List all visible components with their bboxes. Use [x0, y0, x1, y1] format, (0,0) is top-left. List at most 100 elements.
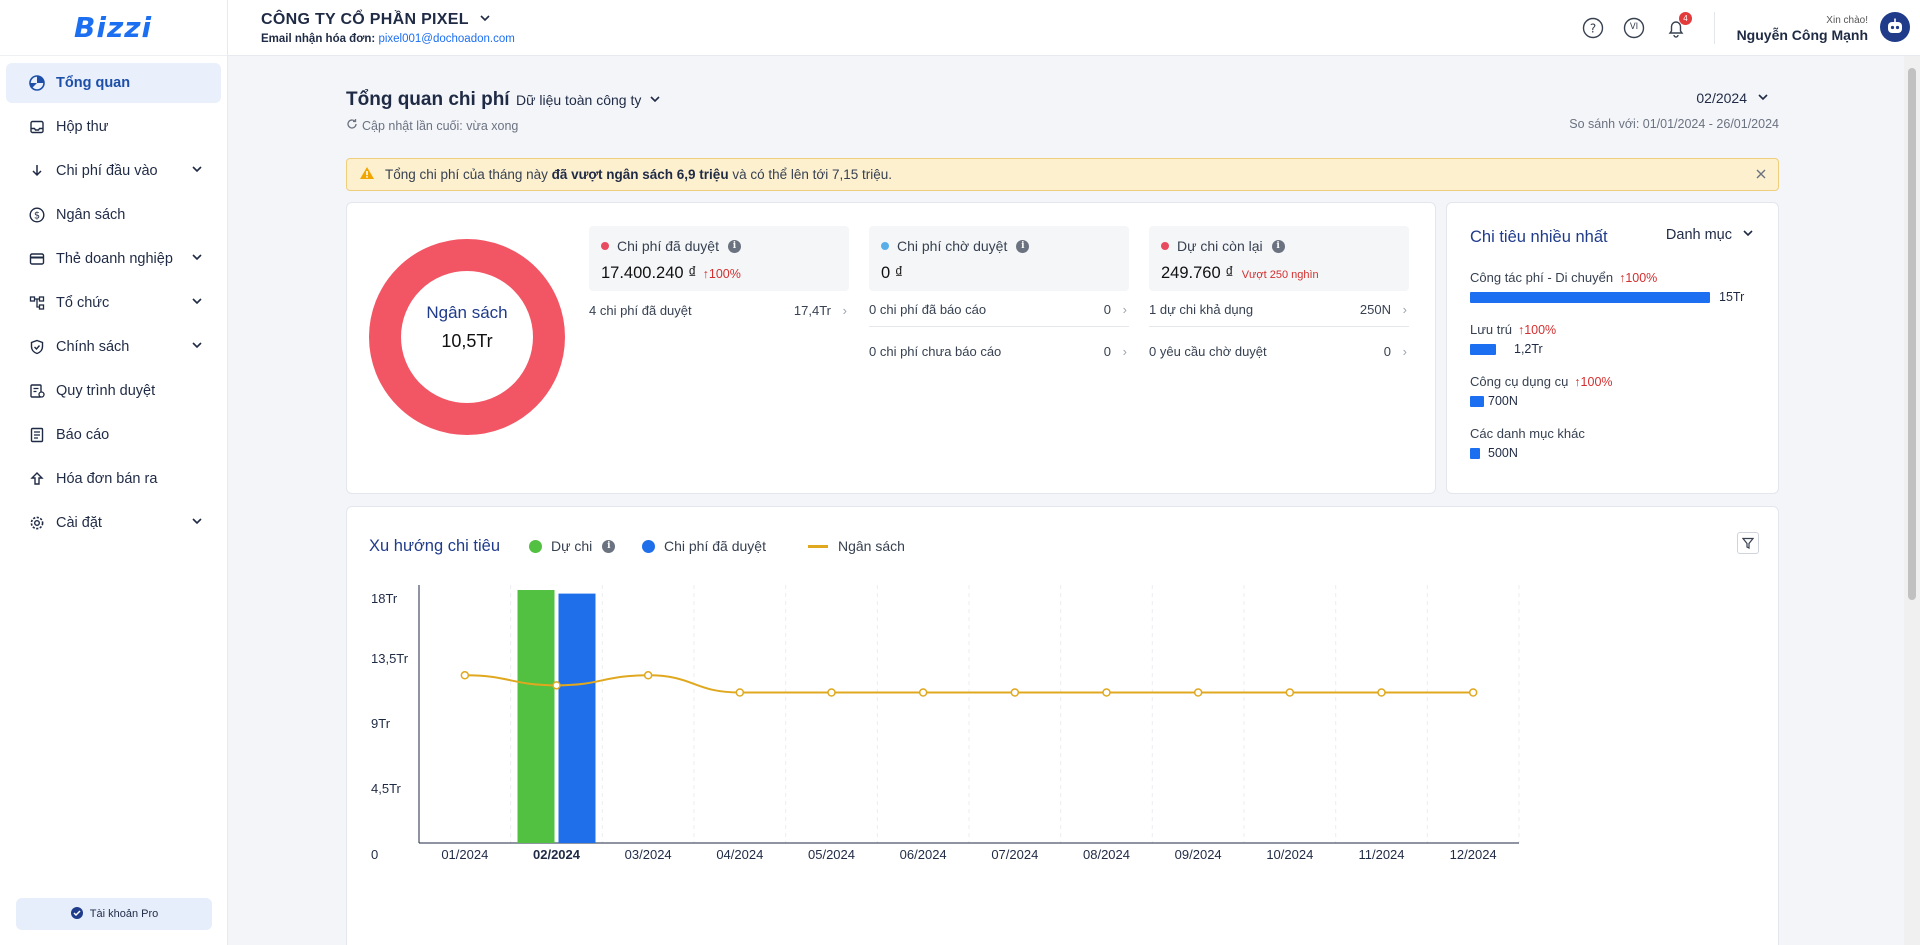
sidebar-item-the-doanh-nghiep[interactable]: Thẻ doanh nghiệp — [6, 239, 221, 279]
sidebar-item-chi-phi-dau-vao[interactable]: Chi phí đầu vào — [6, 151, 221, 191]
unreported-count-row[interactable]: 0 chi phí chưa báo cáo 0 › — [869, 334, 1129, 368]
invoice-email-label: Email nhận hóa đơn: — [261, 33, 376, 45]
category-bar[interactable] — [1470, 292, 1710, 303]
org-chart-icon — [28, 294, 46, 312]
help-icon[interactable]: ? — [1582, 17, 1604, 39]
category-delta-value: 100% — [1524, 323, 1557, 337]
budget-point — [1193, 688, 1203, 697]
sidebar-item-chinh-sach[interactable]: Chính sách — [6, 327, 221, 367]
language-button[interactable]: VI — [1623, 17, 1645, 39]
sidebar-item-label: Hộp thư — [56, 119, 109, 135]
bell-icon[interactable] — [1665, 17, 1687, 39]
sidebar-item-ngan-sach[interactable]: $ Ngân sách — [6, 195, 221, 235]
page-title: Tổng quan chi phí — [346, 89, 510, 110]
sidebar-item-quy-trinh-duyet[interactable]: Quy trình duyệt — [6, 371, 221, 411]
category-dropdown[interactable]: Danh mục — [1666, 227, 1754, 243]
approved-count-row[interactable]: 4 chi phí đã duyệt 17,4Tr › — [589, 293, 849, 327]
x-tick: 06/2024 — [899, 847, 947, 862]
pending-label-row: Chi phí chờ duyệt i — [881, 238, 1030, 254]
budget-point — [643, 671, 653, 680]
pro-account-button[interactable]: Tài khoản Pro — [16, 898, 212, 930]
invoice-email-address[interactable]: pixel001@dochoadon.com — [378, 33, 515, 45]
approved-value: 17.400.240 ₫ — [601, 264, 697, 282]
invoice-email: Email nhận hóa đơn: pixel001@dochoadon.c… — [261, 33, 515, 45]
chevron-down-icon[interactable] — [191, 339, 203, 355]
category-bar[interactable] — [1470, 344, 1496, 355]
chevron-down-icon[interactable] — [191, 515, 203, 531]
last-updated: Cập nhật lần cuối: vừa xong — [346, 118, 518, 133]
budget-point — [918, 688, 928, 697]
budget-line — [464, 674, 1474, 694]
scope-dropdown[interactable]: Dữ liệu toàn công ty — [516, 92, 661, 108]
approved-delta-value: 100% — [708, 267, 741, 281]
legend-item-du-chi[interactable]: Dự chi i — [529, 538, 616, 554]
info-icon[interactable]: i — [1016, 239, 1030, 253]
header-divider — [1714, 12, 1715, 44]
sidebar-item-to-chuc[interactable]: Tổ chức — [6, 283, 221, 323]
sidebar-item-label: Ngân sách — [56, 207, 126, 223]
sidebar-item-cai-dat[interactable]: Cài đặt — [6, 503, 221, 543]
remaining-value: 249.760 ₫ — [1161, 264, 1234, 282]
sidebar-item-tong-quan[interactable]: Tổng quan — [6, 63, 221, 103]
month-dropdown[interactable]: 02/2024 — [1696, 90, 1769, 106]
company-name: CÔNG TY CỔ PHẦN PIXEL — [261, 11, 469, 28]
category-delta: ↑100% — [1517, 323, 1557, 337]
pie-chart-icon — [28, 74, 46, 92]
info-icon[interactable]: i — [1271, 239, 1285, 253]
sidebar-item-label: Thẻ doanh nghiệp — [56, 251, 173, 267]
sidebar-item-label: Báo cáo — [56, 427, 110, 443]
sidebar-item-bao-cao[interactable]: Báo cáo — [6, 415, 221, 455]
alert-text-bold: đã vượt ngân sách 6,9 triệu — [551, 167, 729, 182]
close-icon[interactable] — [1754, 167, 1768, 184]
y-tick: 4,5Tr — [371, 781, 401, 796]
page-scrollbar[interactable] — [1904, 56, 1920, 945]
x-tick: 07/2024 — [991, 847, 1039, 862]
category-value: 15Tr — [1719, 290, 1745, 304]
available-count-row[interactable]: 1 dự chi khả dụng 250N › — [1149, 293, 1409, 327]
category-value: 500N — [1488, 446, 1518, 460]
info-icon[interactable]: i — [602, 539, 616, 553]
language-code: VI — [1629, 22, 1639, 32]
sidebar-item-label: Quy trình duyệt — [56, 383, 156, 399]
chevron-down-icon[interactable] — [191, 163, 203, 179]
chevron-right-icon: › — [842, 302, 847, 318]
remaining-label: Dự chi còn lại — [1177, 238, 1263, 254]
x-tick: 01/2024 — [441, 847, 489, 862]
sidebar: Bizzi Tổng quan Hộp thư Chi phí đầu vào … — [0, 0, 228, 945]
user-name[interactable]: Nguyễn Công Mạnh — [1736, 27, 1868, 43]
scrollbar-thumb[interactable] — [1908, 68, 1916, 600]
avatar[interactable] — [1880, 12, 1910, 42]
budget-alert: Tổng chi phí của tháng này đã vượt ngân … — [346, 158, 1779, 191]
filter-button[interactable] — [1737, 532, 1759, 554]
budget-point — [1102, 688, 1111, 697]
sidebar-item-hoa-don-ban-ra[interactable]: Hóa đơn bán ra — [6, 459, 221, 499]
svg-text:?: ? — [1590, 22, 1596, 36]
greeting: Xin chào! — [1826, 15, 1868, 26]
company-selector[interactable]: CÔNG TY CỔ PHẦN PIXEL — [261, 11, 491, 29]
dollar-circle-icon: $ — [28, 206, 46, 224]
logo[interactable]: Bizzi — [74, 11, 153, 44]
legend-item-chi-phi-da-duyet[interactable]: Chi phí đã duyệt — [642, 538, 766, 554]
verified-badge-icon — [70, 906, 84, 923]
category-name: Các danh mục khác — [1470, 426, 1585, 441]
spending-trend-card: Xu hướng chi tiêu Dự chi i Chi phí đã duy… — [346, 506, 1779, 945]
chevron-right-icon: › — [1122, 343, 1127, 359]
chevron-down-icon[interactable] — [191, 295, 203, 311]
chevron-down-icon[interactable] — [191, 251, 203, 267]
row-value: 0 — [1103, 343, 1111, 359]
donut-value: 10,5Tr — [441, 331, 493, 351]
info-icon[interactable]: i — [727, 239, 741, 253]
waiting-request-row[interactable]: 0 yêu cầu chờ duyệt 0 › — [1149, 334, 1409, 368]
sidebar-item-label: Cài đặt — [56, 515, 102, 531]
reported-count-row[interactable]: 0 chi phí đã báo cáo 0 › — [869, 293, 1129, 327]
pending-stat: Chi phí chờ duyệt i 0 ₫ — [869, 226, 1129, 291]
sidebar-item-hop-thu[interactable]: Hộp thư — [6, 107, 221, 147]
refresh-icon[interactable] — [346, 118, 358, 133]
x-tick: 03/2024 — [624, 847, 672, 862]
category-bar[interactable] — [1470, 448, 1480, 459]
category-bar[interactable] — [1470, 396, 1484, 407]
budget-card: Ngân sách 10,5Tr Chi phí đã duyệt i 17.40… — [346, 202, 1436, 494]
sidebar-item-label: Chi phí đầu vào — [56, 163, 158, 179]
category-label: Công cụ dụng cụ — [1470, 374, 1569, 389]
legend-item-ngan-sach[interactable]: Ngân sách — [808, 538, 905, 554]
